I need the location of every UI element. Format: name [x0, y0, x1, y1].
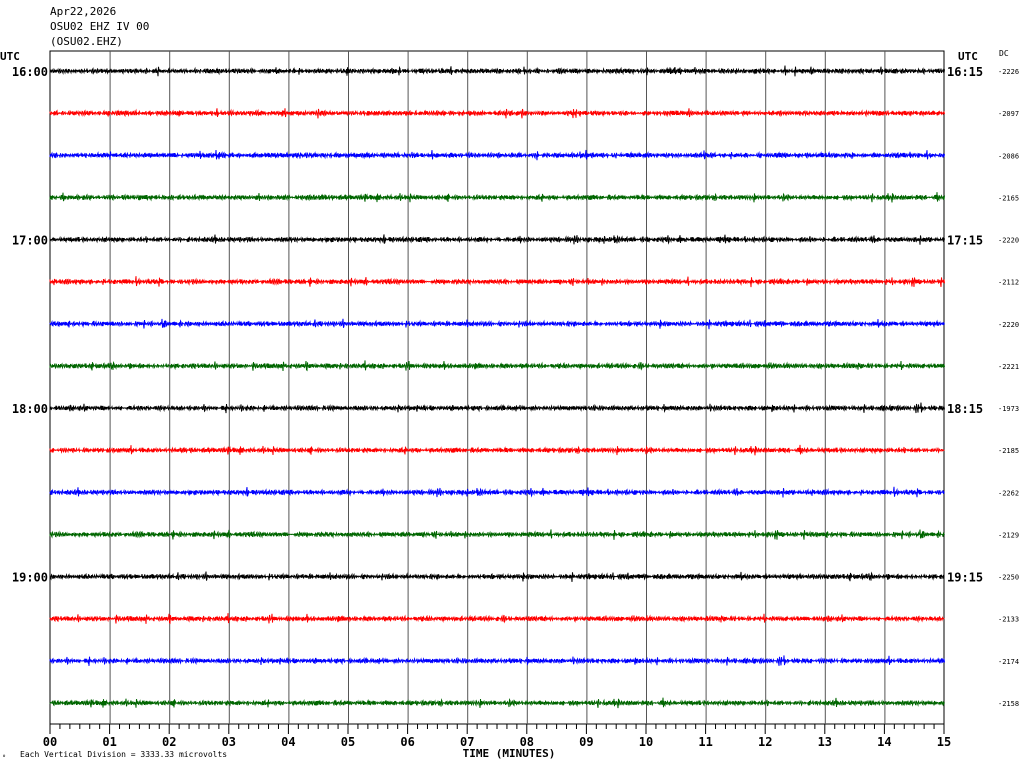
x-axis-label: TIME (MINUTES) — [463, 747, 556, 760]
scale-note: Each Vertical Division = 3333.33 microvo… — [20, 750, 228, 759]
dc-value-label: -2086 — [998, 152, 1019, 160]
x-tick-label: 02 — [162, 735, 176, 749]
dc-value-label: -2165 — [998, 194, 1019, 202]
seismic-trace — [49, 276, 945, 288]
x-tick-label: 01 — [102, 735, 116, 749]
seismic-trace — [49, 486, 945, 498]
hour-label-left: 17:00 — [12, 234, 48, 248]
dc-value-label: -2220 — [998, 321, 1019, 329]
x-tick-label: 08 — [520, 735, 534, 749]
plot-frame — [49, 50, 945, 725]
dc-value-label: -2129 — [998, 531, 1019, 539]
channel-label: (OSU02.EHZ) — [50, 35, 123, 48]
x-tick-label: 10 — [639, 735, 653, 749]
dc-value-label: -2133 — [998, 616, 1019, 624]
x-tick-label: 03 — [222, 735, 236, 749]
seismic-trace — [49, 360, 945, 372]
dc-header-label: DC — [999, 49, 1009, 58]
seismic-trace — [49, 149, 945, 161]
x-tick-label: 15 — [937, 735, 951, 749]
seismic-trace — [49, 65, 945, 77]
seismic-trace — [49, 402, 945, 414]
utc-left-label: UTC — [0, 50, 20, 63]
seismic-trace — [49, 234, 945, 245]
x-tick-label: 04 — [281, 735, 295, 749]
x-tick-label: 06 — [400, 735, 414, 749]
dc-value-label: -2112 — [998, 279, 1019, 287]
seismic-trace — [49, 529, 945, 540]
dc-value-label: -2221 — [998, 363, 1019, 371]
x-tick-label: 09 — [579, 735, 593, 749]
hour-label-right: 16:15 — [947, 65, 983, 79]
seismic-trace — [49, 655, 945, 666]
x-tick-label: 11 — [698, 735, 712, 749]
seismic-trace — [49, 108, 945, 119]
dc-value-label: -2220 — [998, 237, 1019, 245]
seismic-trace — [49, 613, 945, 625]
dc-value-label: -2158 — [998, 700, 1019, 708]
hour-label-left: 16:00 — [12, 65, 48, 79]
hour-label-right: 17:15 — [947, 234, 983, 248]
x-tick-label: 05 — [341, 735, 355, 749]
dc-value-label: -2262 — [998, 489, 1019, 497]
seismic-trace — [49, 571, 945, 582]
date-label: Apr22,2026 — [50, 5, 117, 18]
x-tick-label: 12 — [758, 735, 772, 749]
x-tick-label: 07 — [460, 735, 474, 749]
hour-label-left: 19:00 — [12, 571, 48, 585]
x-tick-label: 14 — [877, 735, 891, 749]
dc-value-label: -2185 — [998, 447, 1019, 455]
x-tick-label: 00 — [43, 735, 57, 749]
dc-value-label: -2174 — [998, 658, 1019, 666]
dc-value-label: -2226 — [998, 68, 1019, 76]
corner-mark: ∘ — [2, 752, 7, 760]
dc-value-label: -2097 — [998, 110, 1019, 118]
seismic-trace — [49, 318, 945, 330]
utc-right-label: UTC — [958, 50, 978, 63]
seismic-trace — [49, 192, 945, 203]
hour-label-left: 18:00 — [12, 402, 48, 416]
hour-label-right: 19:15 — [947, 571, 983, 585]
seismic-trace — [49, 444, 945, 456]
dc-value-label: -1973 — [998, 405, 1019, 413]
dc-value-label: -2250 — [998, 574, 1019, 582]
station-label: OSU02 EHZ IV 00 — [50, 20, 150, 33]
hour-label-right: 18:15 — [947, 402, 983, 416]
seismic-trace — [49, 697, 945, 709]
x-tick-label: 13 — [818, 735, 832, 749]
